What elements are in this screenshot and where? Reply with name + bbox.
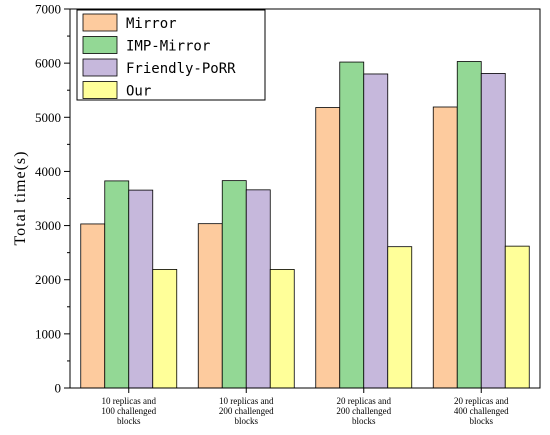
bar-our-cat-3 (387, 246, 413, 389)
x-category-label: 20 replicas and 200 challenged blocks (336, 396, 391, 426)
bar-mirror-cat-4 (432, 106, 458, 389)
y-tick-label: 7000 (35, 2, 61, 17)
legend-swatch (82, 81, 118, 99)
bar-imp-mirror-cat-1 (104, 180, 130, 389)
y-tick-label: 0 (55, 381, 62, 396)
bar-imp-mirror-cat-3 (339, 61, 365, 389)
bar-mirror-cat-1 (80, 223, 106, 389)
y-tick-label: 1000 (35, 326, 61, 341)
bar-mirror-cat-3 (315, 107, 341, 389)
y-tick-label: 5000 (35, 110, 61, 125)
legend-label: Our (126, 84, 151, 100)
bar-imp-mirror-cat-4 (456, 61, 482, 389)
legend-swatch (82, 36, 118, 54)
axes-layer: 0 1000 2000 3000 4000 5000 6000 7000 10 replicas… (35, 2, 541, 426)
y-tick-label: 2000 (35, 272, 61, 287)
bar-our-cat-1 (152, 269, 178, 389)
x-category-label: 10 replicas and 200 challenged blocks (219, 396, 274, 426)
legend: Mirror IMP-Mirror Friendly-PoRR Our (76, 9, 266, 101)
bar-our-cat-2 (269, 269, 295, 389)
bar-friendly-porr-cat-3 (363, 73, 389, 389)
y-tick-label: 3000 (35, 218, 61, 233)
bar-our-cat-4 (504, 245, 530, 389)
y-tick-label: 6000 (35, 56, 61, 71)
y-axis-title: Total time(s) (12, 151, 29, 246)
bar-imp-mirror-cat-2 (221, 180, 247, 389)
bars-layer (80, 61, 530, 389)
bar-mirror-cat-2 (197, 223, 223, 389)
y-tick-label: 4000 (35, 164, 61, 179)
legend-label: Friendly-PoRR (126, 61, 236, 77)
legend-swatch (82, 58, 118, 77)
bar-friendly-porr-cat-1 (128, 189, 154, 389)
legend-swatch (82, 13, 118, 32)
bar-friendly-porr-cat-4 (480, 73, 506, 389)
legend-label: Mirror (126, 16, 177, 32)
x-category-label: 20 replicas and 400 challenged blocks (454, 396, 509, 426)
bar-friendly-porr-cat-2 (245, 189, 271, 389)
x-category-label: 10 replicas and 100 challenged blocks (101, 396, 156, 426)
legend-label: IMP-Mirror (126, 39, 210, 55)
